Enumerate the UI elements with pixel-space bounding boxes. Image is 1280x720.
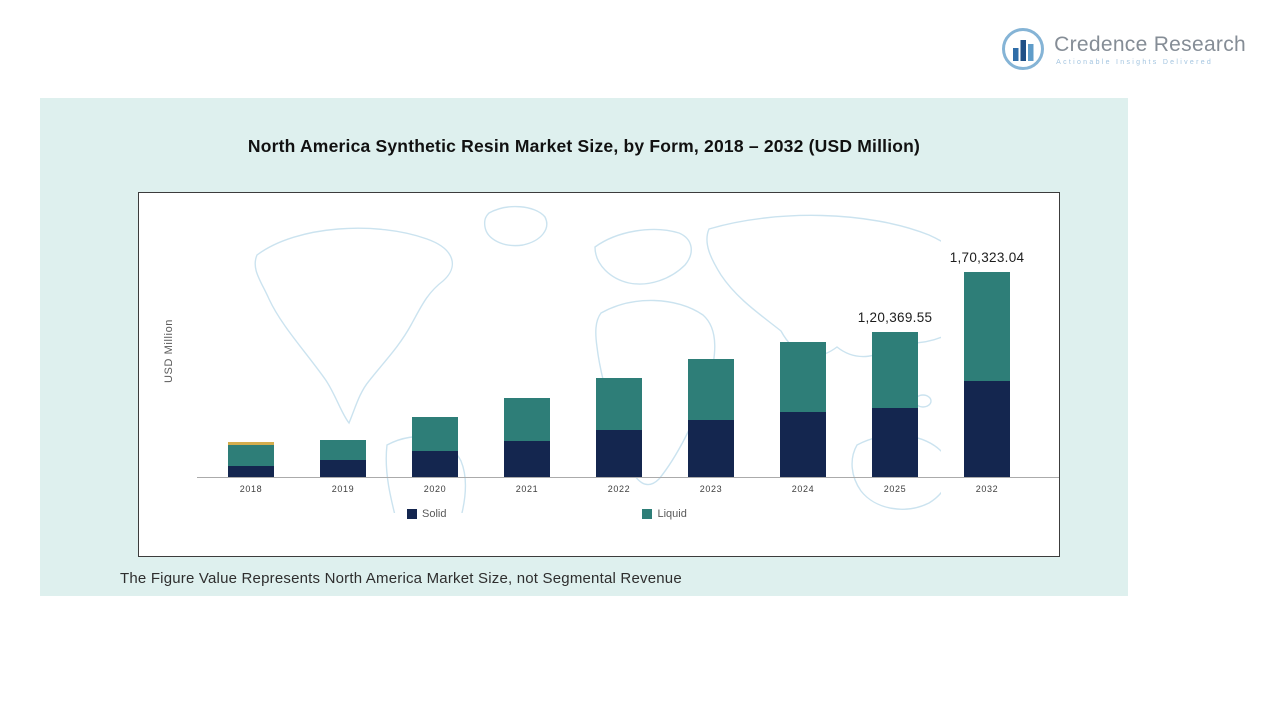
segment-solid	[964, 380, 1010, 477]
segment-liquid	[872, 332, 918, 409]
segment-liquid	[504, 397, 550, 441]
credence-research-logo: Credence Research Actionable Insights De…	[1001, 27, 1246, 71]
stacked-bar	[228, 442, 274, 477]
legend-item-liquid: Liquid	[642, 508, 687, 520]
x-axis-line	[197, 477, 1059, 478]
segment-solid	[504, 440, 550, 477]
bar-group-2024: 2024	[757, 233, 849, 494]
x-axis-tick: 2018	[239, 484, 263, 494]
x-axis-tick: 2023	[699, 484, 723, 494]
y-axis-label: USD Million	[163, 318, 175, 384]
bar-group-2032: 1,70,323.04 2032	[941, 233, 1033, 494]
x-axis-tick: 2024	[791, 484, 815, 494]
segment-liquid	[688, 359, 734, 421]
legend-swatch-solid	[407, 509, 417, 519]
segment-solid	[320, 459, 366, 477]
bar-group-2025: 1,20,369.55 2025	[849, 233, 941, 494]
x-axis-tick: 2020	[423, 484, 447, 494]
bar-chart-circle-icon	[1002, 28, 1045, 70]
legend-label-solid: Solid	[422, 508, 447, 520]
x-axis-tick: 2025	[883, 484, 907, 494]
legend-label-liquid: Liquid	[657, 508, 687, 520]
segment-liquid	[596, 378, 642, 431]
stacked-bar	[504, 397, 550, 477]
stacked-bar	[780, 342, 826, 477]
bar-group-2018: 2018	[205, 233, 297, 494]
segment-liquid	[964, 272, 1010, 381]
stacked-bar	[320, 439, 366, 477]
brand-name: Credence Research	[1054, 32, 1246, 56]
brand-tagline: Actionable Insights Delivered	[1056, 58, 1214, 66]
legend-swatch-liquid	[642, 509, 653, 519]
segment-solid	[228, 465, 274, 477]
segment-solid	[872, 408, 918, 477]
bar-group-2022: 2022	[573, 233, 665, 494]
segment-solid	[780, 412, 826, 477]
chart-panel: North America Synthetic Resin Market Siz…	[40, 98, 1128, 596]
chart-title: North America Synthetic Resin Market Siz…	[247, 136, 921, 156]
x-axis-tick: 2032	[975, 484, 999, 494]
bar-group-2020: 2020	[389, 233, 481, 494]
segment-liquid	[780, 342, 826, 412]
bar-group-2021: 2021	[481, 233, 573, 494]
bar-value-label: 1,20,369.55	[857, 310, 933, 326]
stacked-bar	[872, 332, 918, 477]
x-axis-tick: 2019	[331, 484, 355, 494]
bar-value-label: 1,70,323.04	[949, 250, 1025, 265]
bar-group-2023: 2023	[665, 233, 757, 494]
x-axis-tick: 2021	[515, 484, 539, 494]
segment-liquid	[228, 445, 274, 466]
segment-solid	[412, 450, 458, 477]
stacked-bar	[412, 416, 458, 477]
stacked-bar	[964, 272, 1010, 477]
segment-solid	[688, 420, 734, 477]
legend-item-solid: Solid	[407, 508, 446, 520]
segment-solid	[596, 430, 642, 477]
chart-plot-area: USD Million 2018 2019 2020 2021 2022 2023 2024…	[138, 192, 1060, 557]
bar-group-2019: 2019	[297, 233, 389, 494]
segment-liquid	[412, 416, 458, 451]
stacked-bar	[596, 378, 642, 477]
chart-footnote: The Figure Value Represents North Americ…	[120, 570, 682, 587]
stacked-bar	[688, 359, 734, 477]
plot-bars: 2018 2019 2020 2021 2022 2023 2024 1,20,369.55 2…	[205, 233, 1033, 494]
chart-legend: Solid Liquid	[407, 508, 687, 520]
segment-liquid	[320, 439, 366, 460]
x-axis-tick: 2022	[607, 484, 631, 494]
